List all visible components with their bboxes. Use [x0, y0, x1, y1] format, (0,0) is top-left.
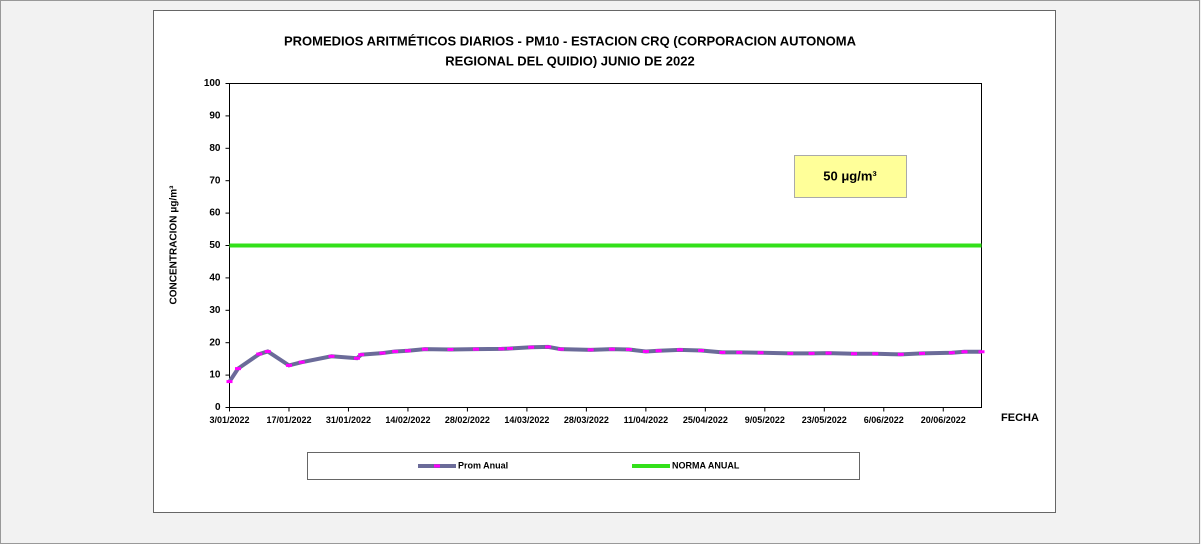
- x-tick-label: 14/02/2022: [385, 415, 430, 425]
- y-axis-label: CONCENTRACION μg/m³: [169, 185, 180, 305]
- y-tick-label: 10: [209, 370, 221, 381]
- marker: [404, 349, 411, 353]
- marker: [919, 351, 926, 355]
- marker: [642, 349, 649, 353]
- marker: [234, 367, 241, 371]
- y-tick-label: 100: [204, 78, 221, 89]
- y-tick-label: 20: [209, 337, 221, 348]
- marker: [851, 352, 858, 356]
- legend-label: NORMA ANUAL: [672, 460, 740, 470]
- marker: [506, 347, 513, 351]
- x-tick-label: 14/03/2022: [504, 415, 549, 425]
- y-tick-label: 50: [209, 240, 221, 251]
- marker: [808, 351, 815, 355]
- x-tick-label: 11/04/2022: [624, 415, 669, 425]
- marker: [757, 351, 764, 355]
- marker: [545, 345, 552, 349]
- marker: [256, 352, 263, 356]
- marker: [676, 348, 683, 352]
- x-tick-label: 9/05/2022: [745, 415, 785, 425]
- marker: [872, 352, 879, 356]
- marker: [528, 345, 535, 349]
- x-tick-label: 25/04/2022: [683, 415, 728, 425]
- marker: [787, 351, 794, 355]
- marker: [719, 350, 726, 354]
- marker: [557, 347, 564, 351]
- marker: [379, 351, 386, 355]
- x-tick-label: 6/06/2022: [864, 415, 904, 425]
- marker: [226, 380, 233, 384]
- marker: [948, 351, 955, 355]
- x-tick-label: 3/01/2022: [209, 415, 249, 425]
- x-tick-label: 20/06/2022: [921, 415, 966, 425]
- marker: [587, 348, 594, 352]
- annotation-box: [794, 155, 907, 198]
- x-tick-label: 28/02/2022: [445, 415, 490, 425]
- marker: [353, 356, 360, 360]
- marker: [358, 353, 365, 357]
- x-tick-label: 23/05/2022: [802, 415, 847, 425]
- y-tick-label: 90: [209, 111, 221, 122]
- marker: [736, 350, 743, 354]
- y-tick-label: 30: [209, 305, 221, 316]
- marker: [498, 347, 505, 351]
- marker: [298, 360, 305, 364]
- marker: [698, 348, 705, 352]
- marker: [961, 350, 968, 354]
- marker: [421, 347, 428, 351]
- marker: [825, 351, 832, 355]
- x-tick-label: 28/03/2022: [564, 415, 609, 425]
- series-line: [227, 344, 982, 383]
- y-tick-label: 60: [209, 208, 221, 219]
- x-tick-label: 17/01/2022: [266, 415, 311, 425]
- marker: [978, 350, 985, 354]
- marker: [625, 348, 632, 352]
- marker: [328, 354, 335, 358]
- y-tick-label: 0: [215, 402, 221, 413]
- marker: [472, 347, 479, 351]
- legend: [307, 452, 860, 480]
- marker: [897, 352, 904, 356]
- marker: [285, 363, 292, 367]
- x-axis-label: FECHA: [1001, 412, 1039, 424]
- legend-marker: [434, 464, 440, 468]
- marker: [264, 349, 271, 353]
- x-tick-label: 31/01/2022: [326, 415, 371, 425]
- y-tick-label: 70: [209, 175, 221, 186]
- y-tick-label: 80: [209, 143, 221, 154]
- marker: [655, 349, 662, 353]
- marker: [447, 348, 454, 352]
- chart-title: PROMEDIOS ARITMÉTICOS DIARIOS - PM10 - E…: [284, 33, 857, 48]
- y-tick-label: 40: [209, 273, 221, 284]
- chart-title: REGIONAL DEL QUIDIO) JUNIO DE 2022: [445, 53, 694, 68]
- annotation: 50 μg/m³: [823, 168, 877, 183]
- legend-label: Prom Anual: [458, 460, 508, 470]
- marker: [608, 347, 615, 351]
- marker: [392, 349, 399, 353]
